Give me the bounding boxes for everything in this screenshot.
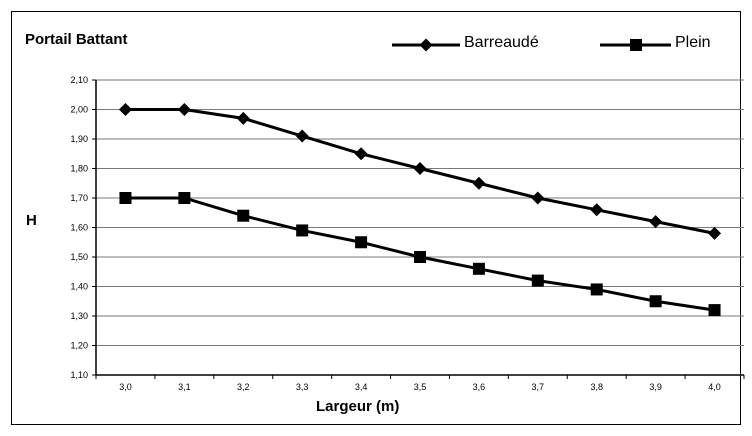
x-tick-label: 3,2 [237, 382, 250, 392]
data-point-barreaude [472, 176, 486, 190]
data-point-plein [649, 295, 662, 308]
data-point-plein [355, 236, 368, 249]
data-point-plein [237, 209, 250, 222]
y-tick-label: 1,10 [70, 370, 88, 380]
x-tick-label: 4,0 [708, 382, 721, 392]
data-point-barreaude [236, 111, 250, 125]
data-point-barreaude [708, 226, 722, 240]
x-tick-label: 3,7 [532, 382, 545, 392]
x-tick-label: 3,9 [649, 382, 662, 392]
data-point-barreaude [649, 215, 663, 229]
chart-title: Portail Battant [25, 31, 128, 48]
data-point-plein [296, 224, 309, 237]
data-point-barreaude [177, 103, 191, 116]
data-point-plein [119, 192, 132, 204]
data-point-barreaude [354, 147, 368, 161]
data-point-barreaude [295, 129, 309, 143]
data-point-barreaude [590, 203, 604, 217]
series-layer [118, 103, 722, 317]
y-tick-label: 2,00 [70, 105, 88, 115]
legend-layer [392, 38, 671, 52]
axis-layer [92, 79, 745, 379]
x-axis-label: Largeur (m) [316, 398, 400, 415]
y-tick-label: 1,90 [70, 134, 88, 144]
y-tick-label: 1,30 [70, 311, 88, 321]
data-point-plein [708, 304, 721, 317]
y-tick-label: 1,80 [70, 164, 88, 174]
x-tick-label: 3,3 [296, 382, 309, 392]
x-tick-label: 3,5 [414, 382, 427, 392]
data-point-plein [178, 192, 191, 204]
y-tick-label: 1,50 [70, 252, 88, 262]
y-tick-label: 1,60 [70, 223, 88, 233]
y-axis-label: H [26, 212, 37, 229]
data-point-plein [414, 251, 426, 263]
x-tick-label: 3,6 [473, 382, 486, 392]
data-point-barreaude [531, 191, 545, 205]
data-point-plein [590, 283, 603, 296]
x-tick-label: 3,8 [590, 382, 603, 392]
x-tick-label: 3,1 [178, 382, 191, 392]
data-point-barreaude [118, 103, 132, 116]
y-tick-label: 1,70 [70, 193, 88, 203]
legend-label-plein: Plein [675, 34, 711, 51]
data-point-plein [472, 262, 485, 275]
x-tick-label: 3,0 [119, 382, 132, 392]
data-point-plein [531, 274, 544, 287]
y-tick-label: 1,40 [70, 282, 88, 292]
grid-layer [96, 79, 744, 376]
tick-layer: 1,10 1,20 1,30 1,40 1,50 1,60 1,70 1,80 1,90 2,00… [70, 75, 720, 392]
legend-marker-plein [630, 39, 642, 51]
x-tick-label: 3,4 [355, 382, 368, 392]
legend-label-barreaude: Barreaudé [464, 34, 539, 51]
data-point-barreaude [413, 162, 427, 175]
y-tick-label: 1,20 [70, 341, 88, 351]
legend-marker-barreaude [419, 38, 433, 52]
y-tick-label: 2,10 [70, 75, 88, 85]
